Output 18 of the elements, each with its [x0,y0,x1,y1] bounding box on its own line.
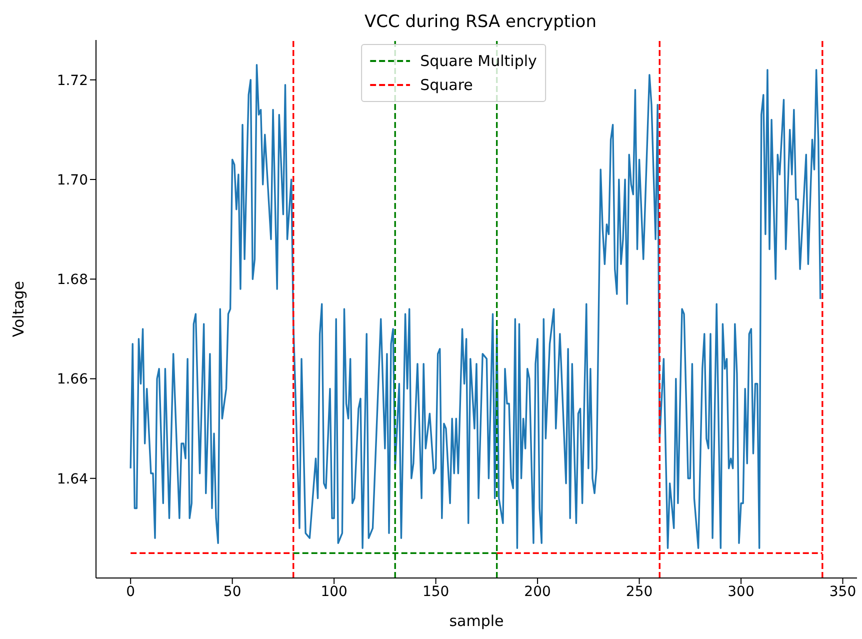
x-tick-label: 150 [422,584,450,600]
x-tick-label: 300 [728,584,754,600]
x-tick-label: 250 [626,584,653,600]
y-tick-label: 1.66 [56,372,88,388]
y-tick-label: 1.68 [56,272,88,288]
y-tick-label: 1.70 [56,172,88,188]
y-tick-label: 1.72 [56,72,88,89]
x-axis-title: sample [449,612,504,630]
y-tick-label: 1.64 [56,471,88,488]
y-axis-title: Voltage [9,280,28,338]
legend-label: Square Multiply [420,52,537,70]
legend-label: Square [420,76,473,94]
x-tick-label: 200 [524,584,551,600]
x-tick-label: 350 [829,584,856,600]
chart-title: VCC during RSA encryption [364,12,598,32]
x-tick-label: 100 [320,584,348,600]
x-tick-label: 0 [126,584,136,600]
x-tick-label: 50 [223,584,242,600]
